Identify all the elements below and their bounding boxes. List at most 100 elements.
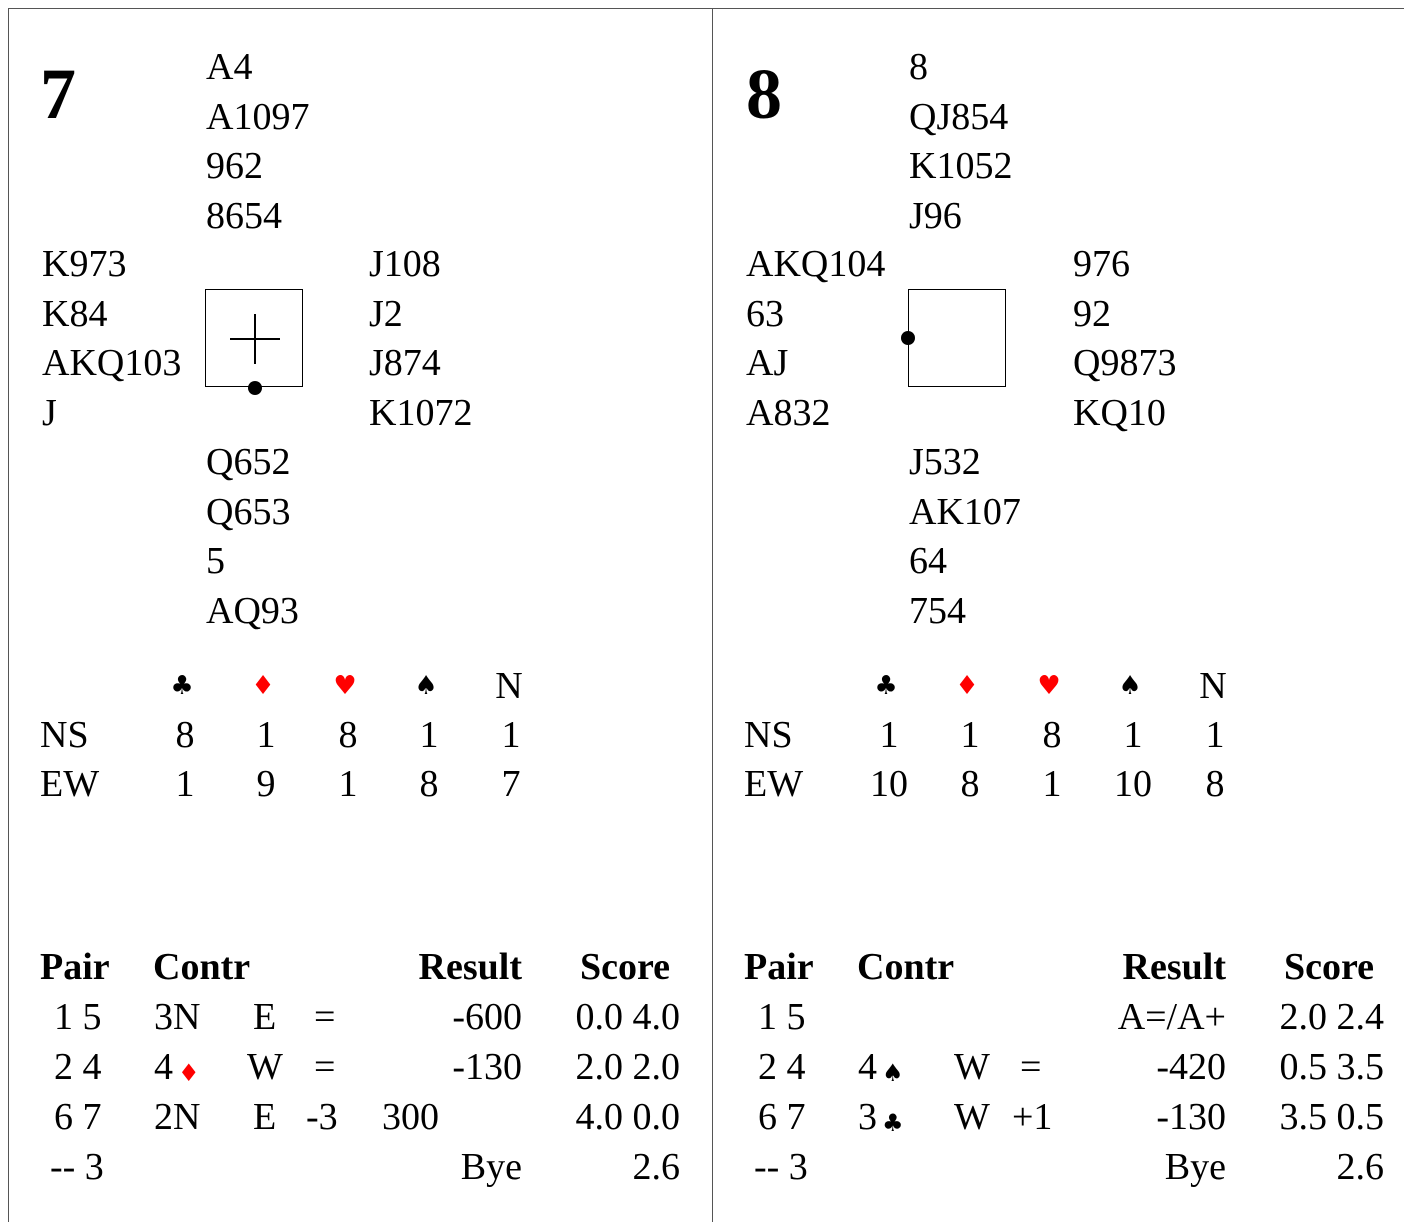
result-header: Result <box>418 946 522 988</box>
pair-cell: 1 5 <box>758 996 806 1038</box>
tricks-value: 1 <box>175 763 195 805</box>
south-spades: J532 <box>909 441 981 483</box>
contract-header: Contr <box>153 946 251 988</box>
hearts-icon: ♥ <box>1037 671 1061 701</box>
north-hearts: A1097 <box>206 95 310 138</box>
tricks-row-label: NS <box>744 714 793 756</box>
west-hand: AKQ104 63 AJ A832 <box>746 240 885 438</box>
contract-level: 3 <box>858 1096 877 1138</box>
result-header: Result <box>1122 946 1226 988</box>
pair-cell: 6 7 <box>758 1096 806 1138</box>
made-cell: = <box>314 1046 336 1088</box>
ns-score-cell: 300 <box>382 1096 439 1138</box>
tricks-row-label: EW <box>40 763 100 805</box>
contract-level: 3N <box>154 996 201 1038</box>
pair-cell: -- 3 <box>50 1146 104 1188</box>
declarer-cell: E <box>253 1096 277 1138</box>
tricks-row-label: NS <box>40 714 89 756</box>
tricks-value: 1 <box>501 714 521 756</box>
tricks-value: 10 <box>1114 763 1152 805</box>
tricks-value: 7 <box>501 763 521 805</box>
clubs-icon: ♣ <box>874 671 898 701</box>
spades-icon: ♠ <box>414 671 438 701</box>
east-clubs: KQ10 <box>1073 391 1166 434</box>
pair-header: Pair <box>744 946 814 988</box>
pair-cell: 6 7 <box>54 1096 102 1138</box>
result-cell: -130 <box>452 1046 522 1088</box>
dealer-west-dot <box>901 331 915 345</box>
south-hearts: AK107 <box>909 490 1021 533</box>
board-number: 7 <box>40 54 76 134</box>
score-cell: 2.0 2.0 <box>575 1046 681 1088</box>
score-cell: 4.0 0.0 <box>575 1096 681 1138</box>
tricks-value: 9 <box>256 763 276 805</box>
east-diamonds: Q9873 <box>1073 342 1177 384</box>
tricks-value: 1 <box>1042 763 1062 805</box>
declarer-cell: W <box>954 1096 990 1138</box>
hearts-icon: ♥ <box>333 671 357 701</box>
board-number: 8 <box>746 54 782 134</box>
made-cell: -3 <box>306 1096 338 1138</box>
board-7: 7 A4 A1097 962 8654 K973 K84 AKQ103 J J1… <box>40 43 681 1188</box>
west-hearts: 63 <box>746 292 784 335</box>
tricks-value: 1 <box>1205 714 1225 756</box>
notrump-label: N <box>1199 665 1227 707</box>
pair-cell: 2 4 <box>758 1046 806 1088</box>
east-spades: 976 <box>1073 243 1130 285</box>
south-spades: Q652 <box>206 441 291 483</box>
east-hearts: 92 <box>1073 292 1111 335</box>
tricks-value: 1 <box>1123 714 1143 756</box>
spades-icon: ♠ <box>1118 671 1142 701</box>
vulnerability-cross-vertical <box>254 314 256 364</box>
tricks-value: 8 <box>1205 763 1225 805</box>
west-diamonds: AJ <box>746 342 789 384</box>
declarer-cell: W <box>247 1046 283 1088</box>
table-diagram <box>205 289 303 395</box>
dealer-south-dot <box>248 381 262 395</box>
north-diamonds: 962 <box>206 145 263 187</box>
result-cell: -420 <box>1156 1046 1226 1088</box>
pair-header: Pair <box>40 946 110 988</box>
clubs-icon: ♣ <box>170 671 194 701</box>
south-hearts: Q653 <box>206 490 291 533</box>
pair-cell: -- 3 <box>754 1146 808 1188</box>
declarer-cell: E <box>253 996 277 1038</box>
north-spades: 8 <box>909 46 928 88</box>
east-diamonds: J874 <box>369 342 441 384</box>
north-diamonds: K1052 <box>909 145 1013 187</box>
diamonds-icon: ♦ <box>178 1059 200 1087</box>
notrump-label: N <box>495 665 523 707</box>
south-clubs: AQ93 <box>206 589 299 632</box>
clubs-icon: ♣ <box>882 1109 904 1137</box>
north-hand: A4 A1097 962 8654 <box>206 43 309 241</box>
east-clubs: K1072 <box>369 391 473 434</box>
tricks-value: 8 <box>1042 714 1062 756</box>
score-cell: 2.6 <box>632 1146 681 1188</box>
diamonds-icon: ♦ <box>251 671 275 701</box>
north-clubs: 8654 <box>206 194 282 237</box>
east-hearts: J2 <box>369 292 403 335</box>
pair-cell: 1 5 <box>54 996 102 1038</box>
tricks-value: 1 <box>879 714 899 756</box>
south-clubs: 754 <box>909 589 966 632</box>
east-spades: J108 <box>369 243 441 285</box>
south-hand: J532 AK107 64 754 <box>909 438 1021 636</box>
north-hand: 8 QJ854 K1052 J96 <box>909 43 1012 241</box>
tricks-value: 1 <box>419 714 439 756</box>
contract-level: 2N <box>154 1096 201 1138</box>
score-header: Score <box>1283 946 1374 988</box>
east-hand: J108 J2 J874 K1072 <box>369 240 472 438</box>
result-cell: -130 <box>1156 1096 1226 1138</box>
spades-icon: ♠ <box>882 1059 904 1087</box>
west-hand: K973 K84 AKQ103 J <box>42 240 181 438</box>
score-cell: 3.5 0.5 <box>1279 1096 1385 1138</box>
result-cell: Bye <box>1164 1146 1226 1188</box>
tricks-value: 10 <box>870 763 908 805</box>
result-cell: -600 <box>452 996 522 1038</box>
tricks-value: 8 <box>419 763 439 805</box>
south-diamonds: 5 <box>206 540 225 582</box>
west-diamonds: AKQ103 <box>42 342 182 384</box>
contract-level: 4 <box>154 1046 173 1088</box>
west-clubs: J <box>42 391 57 434</box>
contract-level: 4 <box>858 1046 877 1088</box>
